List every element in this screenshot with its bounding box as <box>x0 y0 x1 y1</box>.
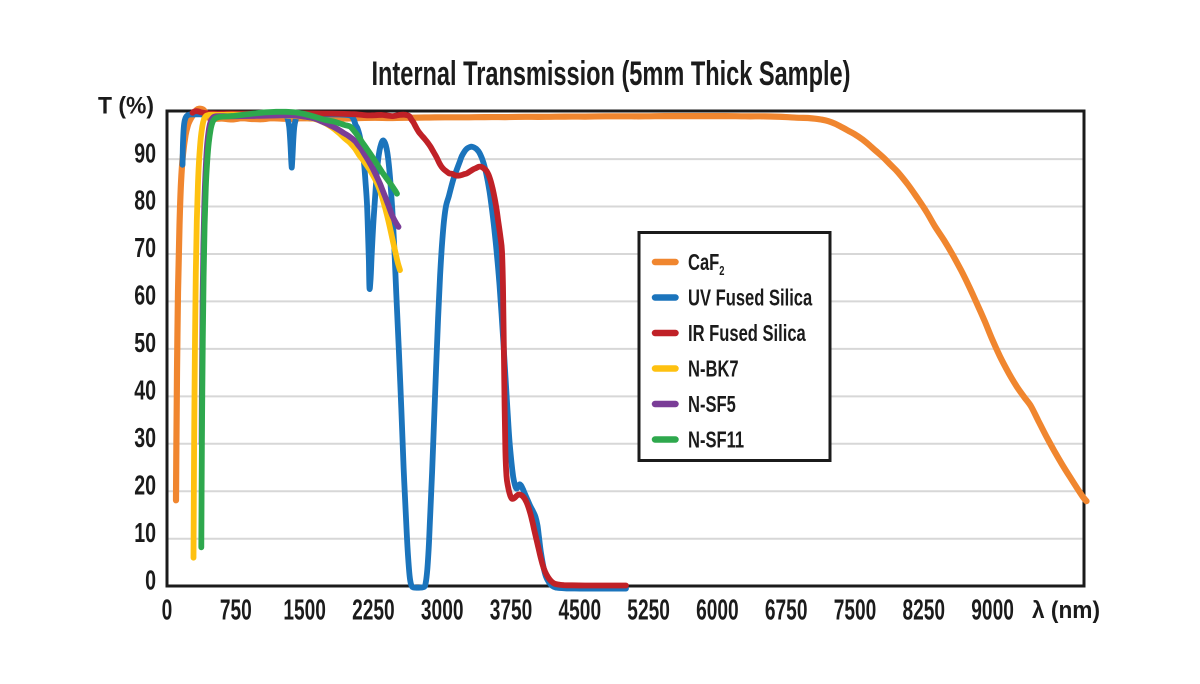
svg-text:7500: 7500 <box>834 595 877 627</box>
svg-text:3000: 3000 <box>421 595 464 627</box>
svg-text:λ (nm): λ (nm) <box>1032 597 1100 624</box>
svg-text:N-SF11: N-SF11 <box>688 428 744 453</box>
svg-text:10: 10 <box>134 518 156 549</box>
svg-text:1500: 1500 <box>283 595 326 627</box>
svg-text:40: 40 <box>134 375 156 406</box>
svg-text:CaF2: CaF2 <box>688 250 724 278</box>
svg-text:N-BK7: N-BK7 <box>688 357 739 382</box>
svg-text:Internal Transmission (5mm Thi: Internal Transmission (5mm Thick Sample) <box>372 55 851 93</box>
svg-text:70: 70 <box>134 233 156 264</box>
svg-text:IR Fused Silica: IR Fused Silica <box>688 321 806 346</box>
svg-text:80: 80 <box>134 185 156 216</box>
svg-text:60: 60 <box>134 280 156 311</box>
svg-text:0: 0 <box>162 595 173 627</box>
svg-text:6750: 6750 <box>765 595 808 627</box>
svg-text:0: 0 <box>145 565 156 596</box>
svg-text:750: 750 <box>220 595 252 627</box>
svg-text:30: 30 <box>134 423 156 454</box>
svg-text:2250: 2250 <box>352 595 395 627</box>
svg-text:4500: 4500 <box>559 595 602 627</box>
svg-text:N-SF5: N-SF5 <box>688 392 736 417</box>
svg-text:8250: 8250 <box>903 595 946 627</box>
svg-text:9000: 9000 <box>971 595 1014 627</box>
svg-text:6000: 6000 <box>696 595 739 627</box>
svg-text:UV Fused Silica: UV Fused Silica <box>688 286 813 311</box>
svg-text:5250: 5250 <box>627 595 670 627</box>
svg-text:T (%): T (%) <box>98 93 154 120</box>
svg-text:50: 50 <box>134 328 156 359</box>
svg-text:3750: 3750 <box>490 595 533 627</box>
svg-text:90: 90 <box>134 138 156 169</box>
svg-text:20: 20 <box>134 470 156 501</box>
